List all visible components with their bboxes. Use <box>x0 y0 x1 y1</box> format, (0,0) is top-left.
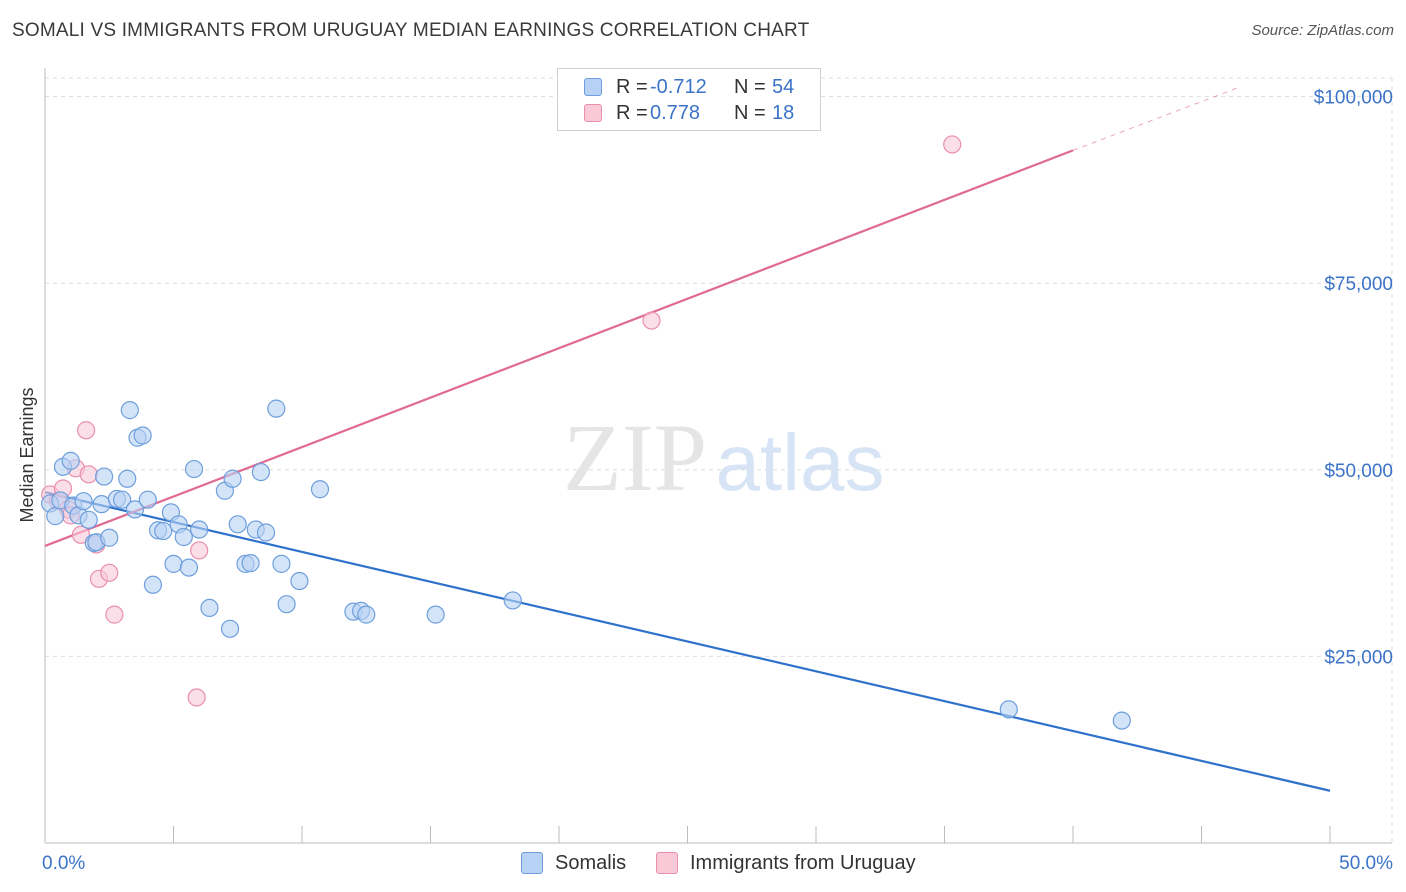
somalis-point <box>267 399 286 418</box>
somalis-point <box>310 480 330 499</box>
somalis-point <box>179 558 199 577</box>
somalis-point <box>272 554 291 573</box>
watermark-atlas: atlas <box>716 418 885 507</box>
somalis-point <box>100 528 119 547</box>
somalis-point <box>61 451 80 470</box>
y-tick-label: $100,000 <box>1314 88 1393 109</box>
somalis-point <box>241 554 260 573</box>
uruguay-point <box>642 311 661 330</box>
somalis-point <box>154 521 173 541</box>
somalis-point <box>118 469 137 488</box>
somalis-point <box>357 605 376 624</box>
uruguay-trend-line <box>44 149 1074 547</box>
n-label: N = <box>734 102 766 124</box>
somalis-point <box>228 515 247 534</box>
somalis-point <box>125 500 145 519</box>
uruguay-point <box>79 465 98 484</box>
tick-labels: $25,000 $50,000 $75,000 $100,000 0.0% 50.0% <box>42 88 1393 874</box>
somalis-point <box>46 507 65 526</box>
uruguay-swatch <box>584 104 602 122</box>
r-label: R = <box>616 102 648 124</box>
uruguay-trend-extension <box>1072 86 1241 151</box>
uruguay-legend-label: Immigrants from Uruguay <box>690 852 916 874</box>
correlation-legend: R = -0.712 N = 54 R = 0.778 N = 18 <box>557 68 821 131</box>
somalis-point <box>74 492 93 511</box>
uruguay-point <box>187 688 206 707</box>
somalis-point <box>174 527 193 547</box>
somalis-point <box>143 575 163 594</box>
uruguay-point <box>105 605 124 624</box>
somalis-point <box>277 595 296 614</box>
somalis-trend-line <box>44 491 1331 792</box>
somalis-point <box>112 490 132 509</box>
uruguay-legend-swatch <box>656 852 678 874</box>
watermark: ZIP atlas <box>563 404 884 511</box>
somalis-point <box>223 469 242 488</box>
data-points <box>41 135 1131 730</box>
somalis-point <box>79 510 98 529</box>
somalis-point <box>220 619 240 638</box>
r-label: R = <box>616 76 648 98</box>
somalis-point <box>290 571 309 591</box>
y-tick-label: $75,000 <box>1324 274 1393 295</box>
somalis-swatch <box>584 78 602 96</box>
somalis-point <box>184 459 204 479</box>
somalis-point <box>999 700 1018 719</box>
x-tick-label: 0.0% <box>42 853 85 874</box>
somalis-point <box>133 426 152 445</box>
r-value: 0.778 <box>650 102 701 124</box>
y-tick-label: $25,000 <box>1324 647 1393 668</box>
source-attribution: Source: ZipAtlas.com <box>1251 22 1394 39</box>
somalis-point <box>503 591 522 610</box>
n-value: 54 <box>772 76 795 98</box>
somalis-point <box>92 495 111 514</box>
somalis-point <box>190 520 209 539</box>
somalis-point <box>426 605 445 624</box>
somalis-point <box>164 554 183 573</box>
somalis-point <box>1112 711 1131 730</box>
trend-lines <box>44 86 1331 792</box>
chart-title: SOMALI VS IMMIGRANTS FROM URUGUAY MEDIAN… <box>12 20 810 41</box>
somalis-point <box>138 490 157 509</box>
uruguay-point <box>77 421 96 440</box>
somalis-point <box>256 523 276 542</box>
somalis-point <box>120 401 139 420</box>
somalis-point <box>95 467 114 486</box>
uruguay-point <box>943 135 962 154</box>
r-value: -0.712 <box>650 76 707 98</box>
n-label: N = <box>734 76 766 98</box>
n-value: 18 <box>772 102 795 124</box>
y-axis-label: Median Earnings <box>17 387 37 522</box>
uruguay-point <box>190 541 209 560</box>
uruguay-point <box>100 563 119 582</box>
x-tick-label: 50.0% <box>1339 853 1393 874</box>
somalis-point <box>251 462 270 482</box>
axes <box>44 68 1392 844</box>
watermark-zip: ZIP <box>563 404 707 511</box>
somalis-point <box>200 598 219 618</box>
y-tick-label: $50,000 <box>1324 461 1393 482</box>
somalis-legend-swatch <box>521 852 543 874</box>
somalis-legend-label: Somalis <box>555 852 627 874</box>
uruguay-point <box>71 525 91 544</box>
